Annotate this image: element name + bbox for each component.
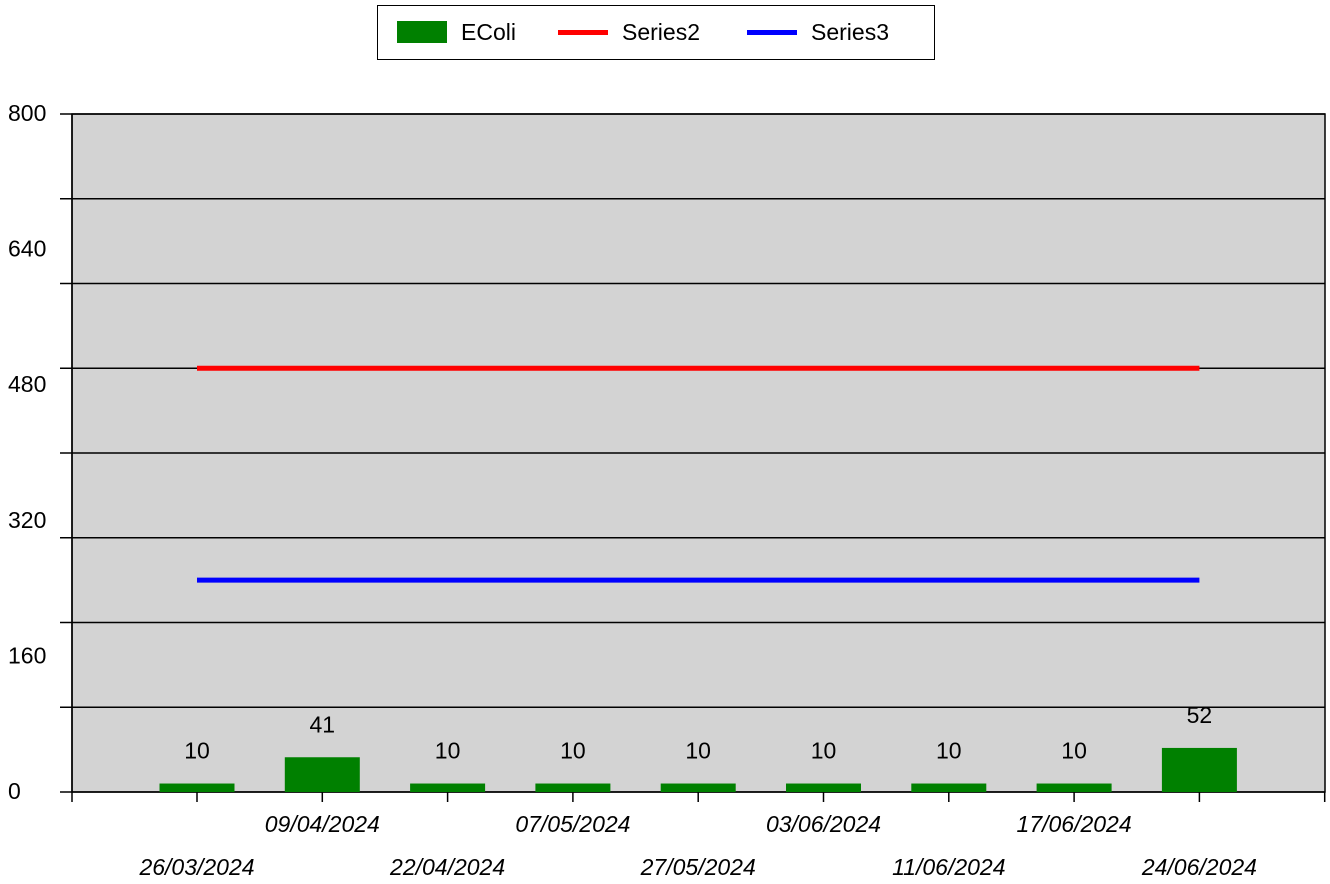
- bar: [1161, 747, 1237, 792]
- legend-label: Series2: [622, 18, 700, 45]
- data-label: 10: [184, 738, 210, 764]
- bar: [159, 783, 235, 792]
- legend-swatch: [558, 29, 608, 35]
- x-tick-label: 22/04/2024: [389, 854, 505, 880]
- legend-item: Series3: [747, 6, 889, 58]
- x-tick-label: 24/06/2024: [1141, 854, 1257, 880]
- data-label: 10: [685, 738, 711, 764]
- y-tick-label: 640: [8, 236, 46, 262]
- data-label: 10: [435, 738, 461, 764]
- x-tick-label: 27/05/2024: [640, 854, 756, 880]
- bar: [1036, 783, 1112, 792]
- x-tick-label: 26/03/2024: [138, 854, 254, 880]
- bar: [660, 783, 736, 792]
- data-label: 10: [811, 738, 837, 764]
- bar: [535, 783, 611, 792]
- bar: [786, 783, 861, 792]
- x-tick-label: 17/06/2024: [1017, 811, 1132, 837]
- data-label: 52: [1187, 702, 1213, 728]
- data-label: 10: [560, 738, 586, 764]
- chart-legend: EColi Series2 Series3: [377, 5, 935, 60]
- data-label: 41: [310, 711, 336, 737]
- legend-swatch: [747, 29, 797, 35]
- legend-item: EColi: [397, 6, 516, 58]
- bar: [284, 757, 360, 792]
- x-tick-label: 11/06/2024: [892, 854, 1005, 880]
- legend-label: Series3: [811, 18, 889, 45]
- legend-swatch: [397, 21, 447, 43]
- y-tick-label: 160: [8, 642, 46, 668]
- x-tick-label: 03/06/2024: [766, 811, 881, 837]
- x-tick-label: 07/05/2024: [515, 811, 630, 837]
- bar: [410, 783, 486, 792]
- y-tick-label: 320: [8, 507, 46, 533]
- y-tick-label: 480: [8, 371, 46, 397]
- data-label: 10: [1061, 738, 1087, 764]
- legend-label: EColi: [461, 18, 516, 45]
- legend-item: Series2: [558, 6, 700, 58]
- y-tick-label: 0: [8, 778, 21, 804]
- x-tick-label: 09/04/2024: [265, 811, 380, 837]
- bar: [911, 783, 987, 792]
- y-tick-label: 800: [8, 100, 46, 126]
- data-label: 10: [936, 738, 962, 764]
